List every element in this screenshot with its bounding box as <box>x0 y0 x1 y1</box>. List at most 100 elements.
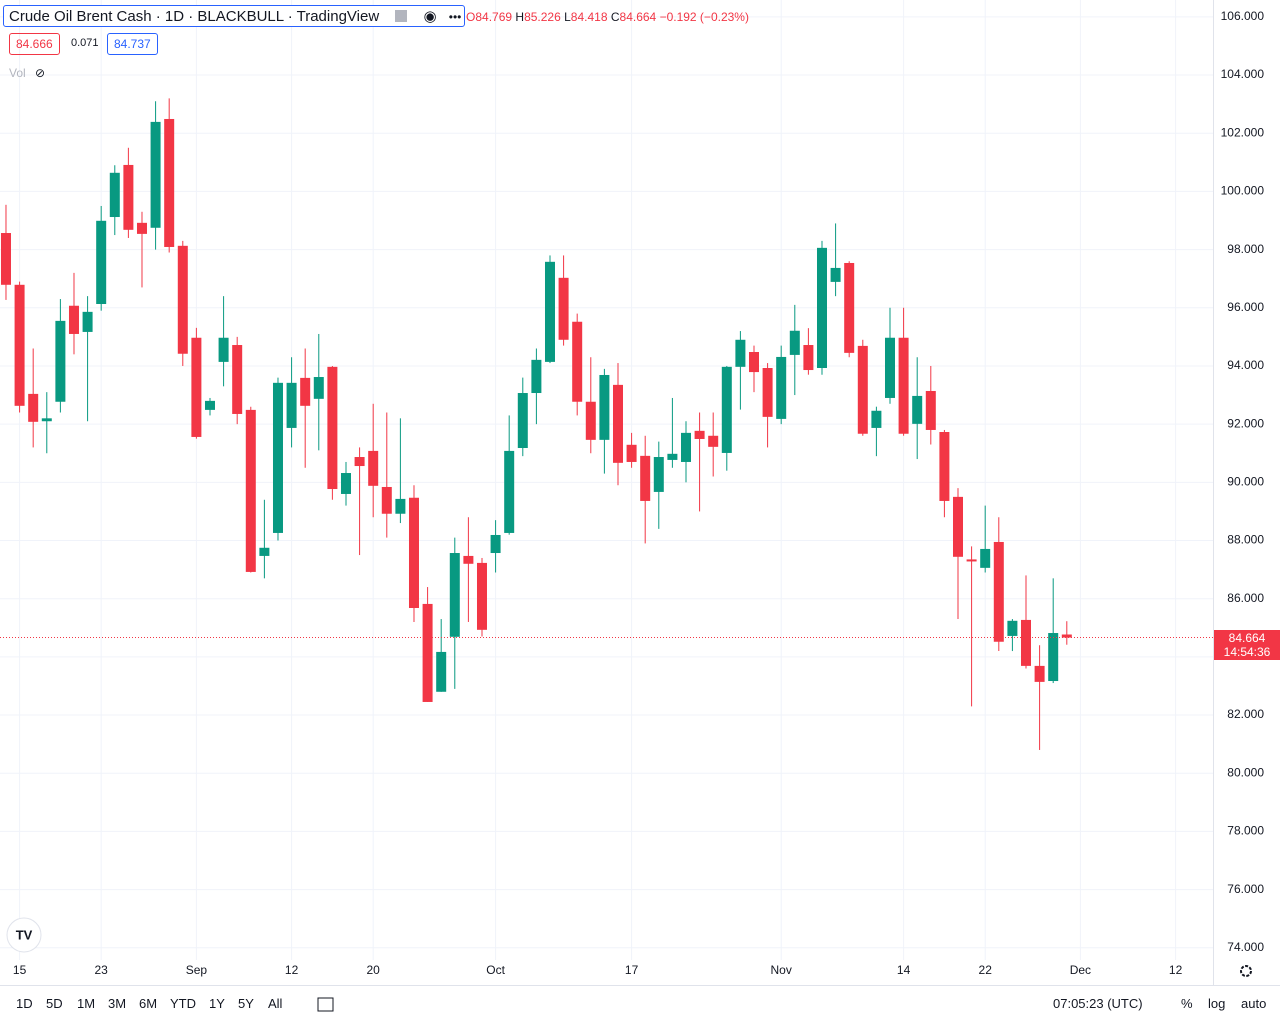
timeframe-button[interactable]: YTD <box>170 996 196 1011</box>
candle-body <box>572 321 583 402</box>
calendar-icon[interactable] <box>317 997 334 1012</box>
candle-body <box>1061 634 1072 638</box>
candle-body <box>612 384 623 463</box>
candle-body <box>164 118 175 247</box>
candle-body <box>136 222 147 234</box>
percent-toggle[interactable]: % <box>1181 996 1193 1011</box>
y-tick-label: 78.000 <box>1227 824 1264 838</box>
timeframe-button[interactable]: All <box>268 996 283 1011</box>
candle-body <box>28 393 39 422</box>
flag-icon[interactable] <box>395 10 408 22</box>
y-tick-label: 98.000 <box>1227 242 1264 256</box>
candle-body <box>218 337 229 362</box>
candle-body <box>735 339 746 367</box>
symbol-title[interactable]: Crude Oil Brent Cash · 1D · BLACKBULL · … <box>3 5 465 27</box>
candle-body <box>980 548 991 568</box>
candle-body <box>748 352 759 373</box>
candle-body <box>96 220 107 304</box>
x-tick-label: 23 <box>95 963 109 977</box>
y-tick-label: 100.000 <box>1221 184 1265 198</box>
x-tick-label: 12 <box>1169 963 1183 977</box>
x-tick-label: 15 <box>13 963 27 977</box>
x-tick-label: Nov <box>771 963 792 977</box>
legend-label: L <box>564 10 571 24</box>
x-tick-label: Oct <box>486 963 505 977</box>
y-tick-label: 104.000 <box>1221 67 1265 81</box>
timeframe-button[interactable]: 3M <box>108 996 127 1011</box>
candle-body <box>912 395 923 424</box>
candle-body <box>150 121 161 228</box>
candle-body <box>191 337 202 437</box>
candle-body <box>884 337 895 398</box>
candle-body <box>939 432 950 501</box>
candle-body <box>599 374 610 440</box>
timeframe-button[interactable]: 1M <box>77 996 96 1011</box>
x-tick-label: 14 <box>897 963 911 977</box>
legend-label: O <box>466 10 476 24</box>
candle-body <box>531 359 542 394</box>
timeframe-button[interactable]: 5D <box>46 996 63 1011</box>
ohlc-legend: O84.769 H85.226 L84.418 C84.664 −0.192 (… <box>466 10 749 24</box>
candle-body <box>109 172 120 218</box>
candle-body <box>653 457 664 492</box>
auto-toggle[interactable]: auto <box>1241 996 1267 1011</box>
clock[interactable]: 07:05:23 (UTC) <box>1053 996 1143 1011</box>
candle-body <box>490 534 501 554</box>
x-tick-label: Sep <box>186 963 208 977</box>
candle-body <box>1048 633 1059 682</box>
candle-body <box>871 410 882 428</box>
hide-icon[interactable]: ⊘ <box>35 66 46 80</box>
candle-body <box>436 651 447 692</box>
log-toggle[interactable]: log <box>1208 996 1226 1011</box>
candle-body <box>816 247 827 368</box>
candles <box>0 98 1213 750</box>
candle-body <box>844 262 855 353</box>
candle-body <box>776 356 787 419</box>
candle-body <box>68 305 79 334</box>
svg-text:TV: TV <box>16 927 33 942</box>
legend-label: H <box>515 10 525 24</box>
candle-body <box>708 435 719 447</box>
y-tick-label: 74.000 <box>1227 940 1264 954</box>
candle-body <box>952 496 963 557</box>
candle-body <box>408 497 419 608</box>
eye-icon[interactable]: ◉ <box>423 8 437 25</box>
candle-body <box>1020 619 1031 666</box>
candle-body <box>925 390 936 430</box>
candle-body <box>395 498 406 514</box>
settings-icon[interactable] <box>1240 965 1252 977</box>
candle-body <box>585 401 596 440</box>
timeframe-button[interactable]: 6M <box>139 996 158 1011</box>
timeframe-button[interactable]: 1D <box>16 996 33 1011</box>
more-icon[interactable]: ••• <box>448 10 462 24</box>
countdown: 14:54:36 <box>1223 644 1271 659</box>
timeframe-button[interactable]: 1Y <box>209 996 225 1011</box>
candle-body <box>517 393 528 448</box>
x-tick-label: 20 <box>367 963 381 977</box>
candle-body <box>55 320 66 402</box>
spread: 0.071 <box>71 37 99 49</box>
candle-body <box>14 284 25 406</box>
candle-body <box>123 164 134 230</box>
legend-value: 84.664 <box>619 10 657 24</box>
candle-body <box>640 455 651 501</box>
timeframe-button[interactable]: 5Y <box>238 996 254 1011</box>
y-tick-label: 96.000 <box>1227 300 1264 314</box>
candle-body <box>789 330 800 355</box>
x-tick-label: 12 <box>285 963 299 977</box>
candle-body <box>259 547 270 556</box>
y-tick-label: 94.000 <box>1227 358 1264 372</box>
candle-body <box>803 345 814 371</box>
candle-body <box>327 366 338 490</box>
x-tick-label: 22 <box>979 963 993 977</box>
bid-box[interactable]: 84.666 <box>9 33 60 55</box>
candle-body <box>340 473 351 494</box>
y-tick-label: 90.000 <box>1227 474 1264 488</box>
candle-body <box>694 430 705 439</box>
candle-body <box>177 245 188 354</box>
title: Crude Oil Brent Cash · 1D · BLACKBULL · … <box>9 8 380 25</box>
candle-body <box>1034 665 1045 682</box>
vol-text: Vol <box>9 66 26 80</box>
ask-box[interactable]: 84.737 <box>107 33 158 55</box>
legend-value: 85.226 <box>524 10 561 24</box>
